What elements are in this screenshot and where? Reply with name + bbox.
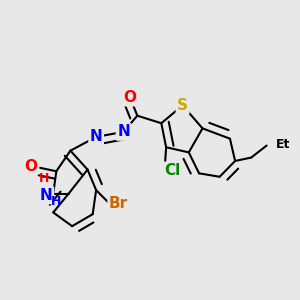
Text: Et: Et xyxy=(276,138,291,152)
Text: S: S xyxy=(177,98,188,113)
Text: Cl: Cl xyxy=(164,163,180,178)
Text: Br: Br xyxy=(109,196,128,211)
Text: H: H xyxy=(51,195,61,208)
Text: O: O xyxy=(124,90,136,105)
Text: N: N xyxy=(90,130,103,145)
Text: H: H xyxy=(38,172,49,185)
Text: O: O xyxy=(24,159,37,174)
Text: N: N xyxy=(40,188,53,203)
Text: N: N xyxy=(117,124,130,139)
